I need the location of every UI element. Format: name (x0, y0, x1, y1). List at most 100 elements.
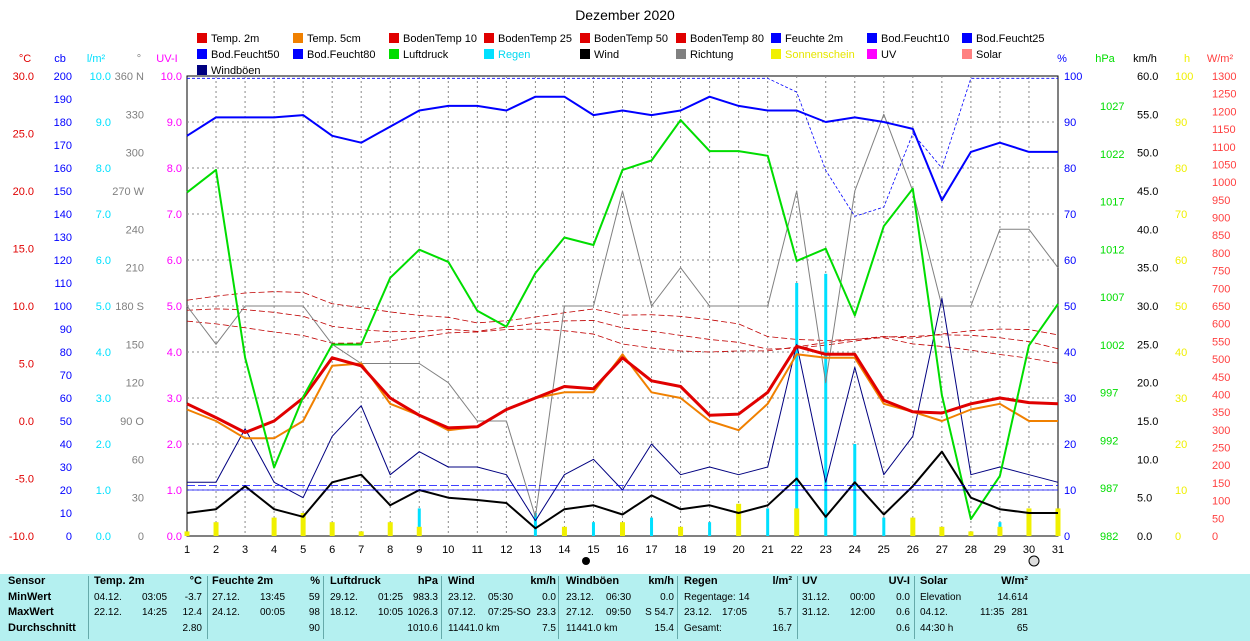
x-tick-label: 20 (733, 544, 745, 556)
uv-axis-tick: 0.0 (167, 531, 182, 543)
pres-axis-tick: 1007 (1100, 292, 1124, 304)
summary-cell: 0.6 (896, 607, 910, 618)
x-tick-label: 19 (703, 544, 715, 556)
x-tick-label: 16 (616, 544, 628, 556)
legend-swatch (484, 33, 494, 43)
solar-axis-tick: 650 (1212, 301, 1230, 313)
cb-axis-tick: 130 (54, 232, 72, 244)
summary-cell: 1026.3 (407, 607, 438, 618)
cb-axis-tick: 120 (54, 255, 72, 267)
summary-unit: W/m² (1001, 575, 1028, 587)
dir-axis-tick: 360 N (115, 71, 144, 83)
summary-cell: 12:00 (850, 607, 876, 618)
summary-table: Sensor MinWert MaxWert Durchschnitt Temp… (0, 574, 1250, 641)
pres-axis-tick: 1002 (1100, 340, 1124, 352)
legend-label: Bod.Feucht10 (881, 33, 950, 45)
wind-axis-tick: 35.0 (1137, 263, 1158, 275)
x-tick-label: 5 (300, 544, 306, 556)
summary-cell: Elevation (920, 591, 962, 603)
sunshine-bar (620, 522, 625, 536)
cb-axis-tick: 0 (66, 531, 72, 543)
cb-axis-tick: 110 (54, 278, 72, 290)
pres-axis-tick: 1012 (1100, 244, 1124, 256)
wind-axis-tick: 40.0 (1137, 224, 1158, 236)
rain-axis-unit: l/m² (87, 53, 106, 65)
humidity-line (186, 95, 1058, 202)
summary-divider (207, 576, 208, 639)
soil-temp-line (186, 320, 1059, 364)
rain-axis-tick: 10.0 (90, 71, 111, 83)
temp-axis-tick: 5.0 (19, 359, 34, 371)
legend-swatch (962, 33, 972, 43)
solar-axis-tick: 1150 (1212, 124, 1236, 136)
uv-axis-tick: 3.0 (167, 393, 182, 405)
summary-cell: 65 (1016, 622, 1028, 634)
sun-axis-tick: 10 (1175, 485, 1187, 497)
temp-axis-tick: 30.0 (13, 71, 34, 83)
cb-axis-unit: cb (54, 53, 66, 65)
legend-swatch (771, 49, 781, 59)
hum-axis-tick: 70 (1064, 209, 1076, 221)
solar-axis-tick: 750 (1212, 266, 1230, 278)
sunshine-bar (997, 526, 1003, 536)
chart-title: Dezember 2020 (575, 7, 675, 23)
cb-axis-tick: 140 (54, 209, 72, 221)
wind-axis-tick: 5.0 (1137, 493, 1152, 505)
soil-temp-line (186, 291, 1059, 341)
dir-axis-tick: 180 S (115, 301, 144, 313)
solar-axis-tick: 50 (1212, 513, 1224, 525)
legend-swatch (962, 49, 972, 59)
cb-axis-tick: 160 (54, 163, 72, 175)
legend-swatch (197, 49, 207, 59)
rain-bar (824, 273, 828, 536)
summary-cell: Regentage: 14 (684, 591, 750, 603)
summary-cell: 1010.6 (407, 622, 438, 634)
summary-divider (441, 576, 442, 639)
x-tick-label: 1 (184, 544, 190, 556)
cb-axis-tick: 30 (60, 462, 72, 474)
uv-axis-tick: 5.0 (167, 301, 182, 313)
cb-axis-tick: 200 (54, 71, 72, 83)
pres-axis-tick: 1017 (1100, 197, 1124, 209)
summary-divider (323, 576, 324, 639)
summary-title: Windböen (566, 575, 620, 587)
dir-axis-tick: 0 (138, 531, 144, 543)
pres-axis-tick: 987 (1100, 483, 1118, 495)
x-tick-label: 22 (791, 544, 803, 556)
uv-axis-tick: 6.0 (167, 255, 182, 267)
rain-axis-tick: 2.0 (96, 439, 111, 451)
summary-cell: 0.0 (896, 591, 910, 603)
summary-cell: 2.80 (182, 622, 202, 634)
wind-axis-tick: 60.0 (1137, 71, 1158, 83)
rain-axis-tick: 6.0 (96, 255, 111, 267)
sun-axis-tick: 80 (1175, 163, 1187, 175)
x-tick-label: 27 (936, 544, 948, 556)
wind-axis-tick: 0.0 (1137, 531, 1152, 543)
pres-axis-tick: 1022 (1100, 149, 1124, 161)
cb-axis-tick: 80 (60, 347, 72, 359)
legend-label: Sonnenschein (785, 49, 855, 61)
rain-axis-tick: 3.0 (96, 393, 111, 405)
rain-bar (708, 522, 712, 536)
summary-cell: 04.12. (920, 607, 948, 618)
summary-title: Feuchte 2m (212, 575, 274, 587)
hum-axis-tick: 80 (1064, 163, 1076, 175)
summary-col-solar: Solar W/m² Elevation 14.614 04.12. 11:35 281 44… (920, 574, 1032, 636)
summary-sensor-col: Sensor MinWert MaxWert Durchschnitt (8, 574, 88, 636)
cb-axis-tick: 40 (60, 439, 72, 451)
summary-max-label: MaxWert (8, 606, 54, 618)
summary-title: Wind (448, 575, 475, 587)
legend-swatch (389, 49, 399, 59)
summary-cell: 5.7 (778, 607, 792, 618)
solar-axis-tick: 1000 (1212, 177, 1236, 189)
uv-axis-tick: 10.0 (161, 71, 182, 83)
summary-cell: 59 (308, 591, 320, 603)
summary-cell: 44:30 h (920, 622, 954, 634)
sun-axis-tick: 60 (1175, 255, 1187, 267)
dir-axis-tick: 120 (126, 378, 144, 390)
cb-axis-tick: 190 (54, 94, 72, 106)
summary-col-hum: Feuchte 2m% 27.12. 13:45 59 24.12. 00:05 98 90 (212, 574, 324, 636)
legend-swatch (484, 49, 494, 59)
wind-line (186, 450, 1058, 530)
temp-axis-tick: -5.0 (15, 474, 34, 486)
